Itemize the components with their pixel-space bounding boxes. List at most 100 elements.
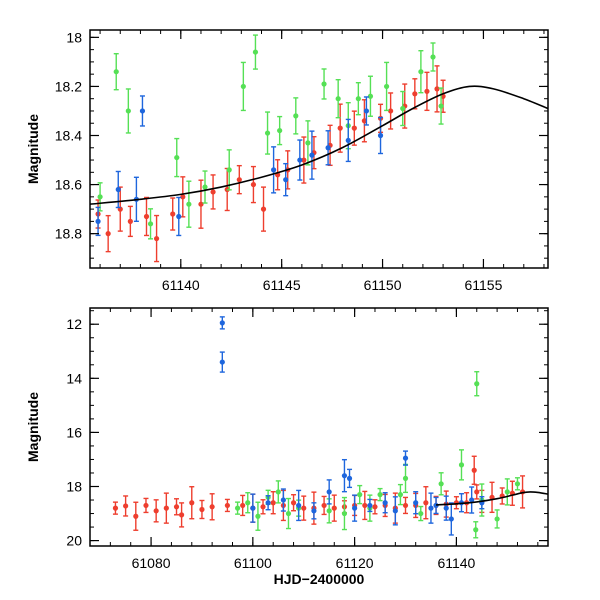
red-point [179,502,185,528]
y-tick-label: 16 [66,424,82,440]
green-point [321,68,327,100]
red-point [509,480,515,506]
red-point [236,164,242,195]
red-point [453,496,459,510]
red-point [412,78,418,110]
red-point [189,486,195,520]
bottom-xlabel: HJD−2400000 [274,571,365,587]
x-tick-label: 61145 [263,277,301,293]
y-tick-label: 18 [66,479,82,495]
red-point [240,494,246,517]
green-point [226,149,232,191]
green-point [341,496,348,531]
red-point [331,494,337,522]
red-point [260,186,267,232]
red-point [499,487,505,505]
y-tick-label: 18.8 [55,226,82,242]
red-point [224,498,230,513]
green-point [355,82,361,116]
blue-point [469,486,475,514]
green-point [402,463,409,494]
red-point [301,495,307,521]
red-point [424,71,430,112]
blue-point [382,492,388,514]
red-point [143,497,149,514]
model-curve [436,491,548,506]
y-tick-label: 18.4 [55,128,82,144]
y-tick-label: 12 [66,316,82,332]
blue-point [413,491,419,515]
red-point [275,159,281,191]
green-point [255,501,261,531]
x-tick-label: 61100 [234,555,272,571]
red-point [170,197,176,231]
green-point [430,42,436,72]
top-panel-frame [89,29,549,269]
green-point [275,480,281,504]
red-point [270,491,276,515]
green-point [367,75,374,117]
green-point [245,492,251,514]
green-point [504,478,510,506]
y-tick-label: 20 [66,533,82,549]
red-point [123,495,129,517]
blue-point [346,468,353,489]
red-point [209,493,215,521]
bottom-panel: 61080 61100 61120 61140 12 14 16 18 20 Magnitude… [25,307,549,587]
red-point [474,484,480,500]
top-ylabel: Magnitude [25,114,41,184]
blue-point [280,488,286,512]
red-point [173,498,180,516]
red-point [198,179,204,229]
x-tick-label: 61140 [437,555,475,571]
blue-point [296,489,302,522]
red-point [127,205,133,238]
red-point [133,501,139,531]
x-tick-label: 61140 [162,277,200,293]
blue-point [95,206,101,237]
blue-point [402,450,409,466]
green-point [174,137,180,178]
red-point [423,486,429,520]
model-curve [90,85,548,206]
blue-point [392,496,398,526]
red-point [290,494,297,512]
red-point [199,499,205,520]
green-point [494,509,500,529]
green-point [186,180,192,228]
blue-point [352,494,358,522]
red-point [210,174,216,210]
y-tick-label: 18.2 [55,78,82,94]
blue-point [283,162,289,197]
red-point [402,496,409,515]
red-point [471,455,477,485]
red-point [321,495,327,516]
green-point [293,97,299,135]
blue-point [433,496,439,515]
blue-point [219,316,225,330]
red-point [372,499,378,515]
red-point [362,490,368,521]
blue-point [363,96,370,126]
green-point [397,483,404,506]
y-tick-label: 18.6 [55,177,82,193]
green-point [377,487,383,502]
x-tick-label: 61120 [336,555,374,571]
blue-point [345,118,351,163]
red-point [153,214,160,263]
red-point [351,110,357,146]
green-point [438,472,444,496]
green-point [240,61,246,112]
blue-point [265,495,271,511]
red-point [112,501,119,515]
blue-point [309,130,315,180]
red-point [337,103,343,153]
red-point [105,214,111,253]
blue-point [271,146,277,194]
green-point [252,34,259,70]
blue-point [326,479,332,505]
red-point [388,92,394,130]
green-point [418,505,424,522]
green-point [305,120,311,166]
green-point [113,53,119,91]
